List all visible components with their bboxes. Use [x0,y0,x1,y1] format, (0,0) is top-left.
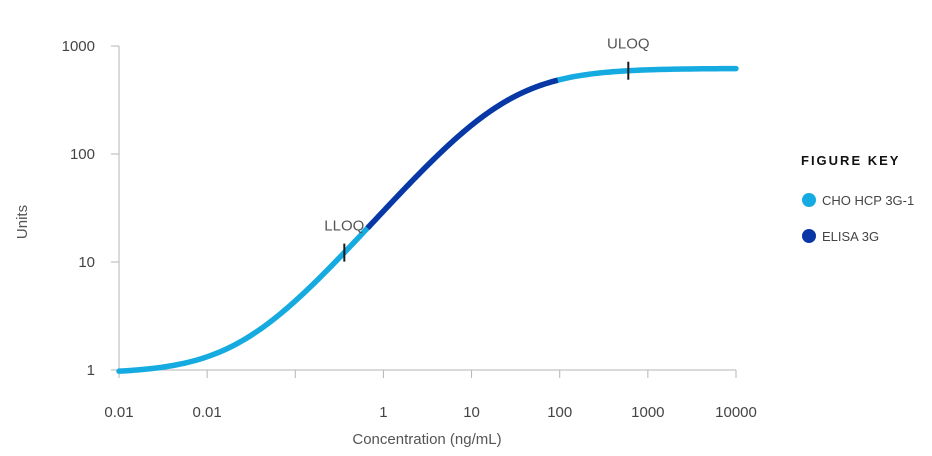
x-tick-label: 10000 [715,404,757,421]
x-tick-label: 1 [379,404,387,421]
axes: 1 10 100 1000 0.01 0.01 1 10 100 1000 10000 [62,38,757,421]
lloq-label: LLOQ [324,218,364,235]
x-tick-label: 10 [463,404,480,421]
series-line-elisa [365,77,559,230]
y-axis-title: Units [14,205,31,239]
legend: FIGURE KEY CHO HCP 3G-1 ELISA 3G [801,153,914,244]
x-tick-label: 100 [547,404,572,421]
x-tick-label: 0.01 [104,404,133,421]
x-tick-label: 1000 [631,404,664,421]
legend-swatch-cho-hcp [802,193,816,207]
series-line-cho-hcp [116,65,739,374]
y-tick-label: 100 [70,146,95,163]
legend-label-elisa: ELISA 3G [822,229,879,244]
uloq-label: ULOQ [607,36,650,53]
legend-swatch-elisa [802,229,816,243]
legend-label-cho-hcp: CHO HCP 3G-1 [822,193,914,208]
legend-title: FIGURE KEY [801,153,900,168]
y-tick-label: 10 [78,254,95,271]
y-tick-label: 1000 [62,38,95,55]
x-axis-title: Concentration (ng/mL) [352,431,501,448]
x-tick-label: 0.01 [193,404,222,421]
annotations: LLOQ ULOQ [324,36,650,262]
series-layer [116,65,739,374]
y-tick-label: 1 [87,362,95,379]
